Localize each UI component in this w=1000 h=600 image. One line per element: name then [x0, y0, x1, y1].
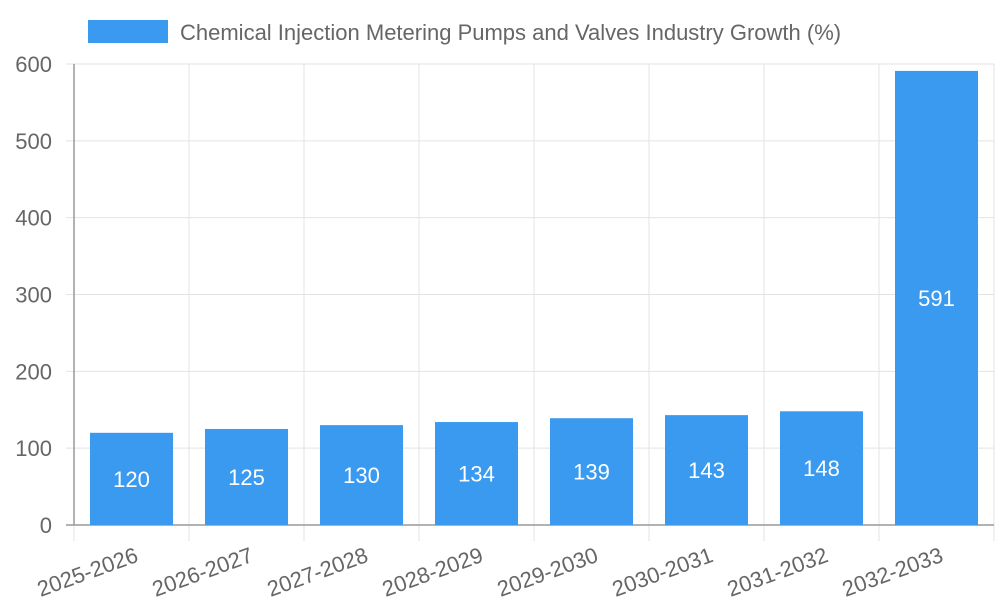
bar-value-label: 148 [803, 456, 840, 481]
bar-value-label: 134 [458, 462, 495, 487]
bar[interactable] [550, 418, 633, 525]
bar[interactable] [90, 432, 173, 525]
bar-value-label: 139 [573, 460, 610, 485]
x-tick-label: 2029-2030 [494, 542, 601, 600]
x-tick-label: 2031-2032 [724, 542, 831, 600]
y-tick-label: 400 [15, 206, 52, 231]
bar[interactable] [895, 70, 978, 525]
x-tick-label: 2032-2033 [839, 542, 946, 600]
x-tick-label: 2025-2026 [34, 542, 141, 600]
bar[interactable] [665, 415, 748, 525]
bar-value-label: 130 [343, 463, 380, 488]
bar[interactable] [205, 428, 288, 525]
x-tick-label: 2026-2027 [149, 542, 256, 600]
legend[interactable]: Chemical Injection Metering Pumps and Va… [88, 20, 841, 45]
y-tick-label: 0 [40, 513, 52, 538]
y-tick-label: 200 [15, 359, 52, 384]
legend-label[interactable]: Chemical Injection Metering Pumps and Va… [180, 20, 841, 45]
bar[interactable] [780, 411, 863, 525]
bars [90, 70, 978, 525]
y-tick-label: 100 [15, 436, 52, 461]
x-axis-tick-labels: 2025-2026 2026-2027 2027-2028 2028-2029 2029… [34, 542, 946, 600]
bar-value-label: 120 [113, 467, 150, 492]
bar-value-label: 143 [688, 458, 725, 483]
bar[interactable] [435, 422, 518, 525]
y-tick-label: 600 [15, 52, 52, 77]
legend-swatch[interactable] [88, 20, 168, 43]
grid-lines [66, 63, 995, 541]
bar[interactable] [320, 425, 403, 525]
bar-value-labels: 120 125 130 134 139 143 148 591 [113, 286, 955, 492]
y-tick-label: 300 [15, 283, 52, 308]
bar-value-label: 125 [228, 465, 265, 490]
x-tick-label: 2030-2031 [609, 542, 716, 600]
y-tick-label: 500 [15, 129, 52, 154]
x-tick-label: 2027-2028 [264, 542, 371, 600]
y-axis-tick-labels: 0 100 200 300 400 500 600 [15, 52, 52, 538]
bar-value-label: 591 [918, 286, 955, 311]
x-tick-label: 2028-2029 [379, 542, 486, 600]
